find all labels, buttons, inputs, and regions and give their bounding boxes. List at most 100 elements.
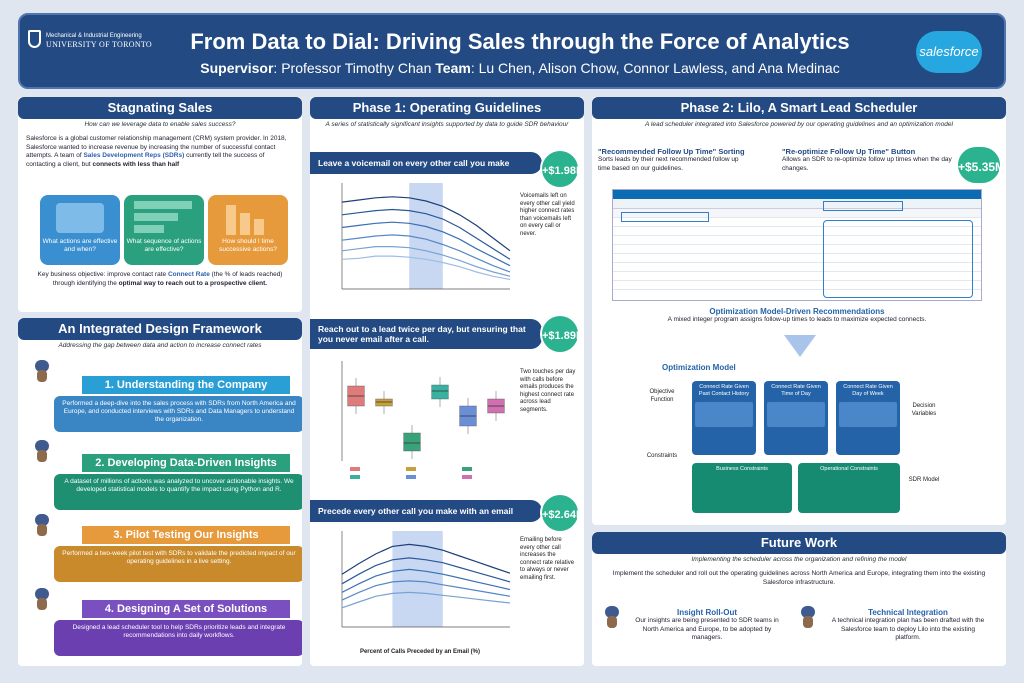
integration-text: A technical integration plan has been dr… — [831, 617, 985, 641]
intro-part1: Salesforce is a global customer relation… — [26, 135, 287, 159]
guideline-3-note: Emailing before every other call increas… — [520, 537, 575, 581]
objective-box-inner — [767, 402, 825, 427]
step-3-title: 3. Pilot Testing Our Insights — [82, 526, 290, 544]
series-line — [341, 208, 511, 260]
button-callout — [823, 201, 903, 211]
guideline-1-heading: Leave a voicemail on every other call yo… — [310, 152, 542, 174]
touches-boxplot — [341, 361, 505, 479]
intro-bold: connects with less than half — [92, 160, 180, 168]
team-names: : Lu Chen, Alison Chow, Connor Lawless, … — [470, 60, 840, 76]
guideline-3-heading: Precede every other call you make with a… — [310, 500, 542, 522]
opt-text: A mixed integer program assigns follow-u… — [667, 316, 927, 323]
objective-part2: (the % of leads reached) through identif… — [52, 271, 283, 287]
title-banner — [18, 13, 1006, 89]
future-intro: Implement the scheduler and roll out the… — [612, 570, 986, 586]
step-4-title: 4. Designing A Set of Solutions — [82, 600, 290, 618]
question-card-sequence: What sequence of actions are effective? — [124, 195, 204, 265]
box — [431, 384, 449, 400]
table-row[interactable] — [613, 281, 981, 290]
phase1-panel: Phase 1: Operating Guidelines A series o… — [310, 97, 584, 666]
series-line — [341, 234, 511, 273]
guideline-1-note: Voicemails left on every other call yiel… — [520, 193, 575, 237]
screenshot-toolbar — [613, 199, 981, 209]
constraint-box-2: Operational Constraints — [798, 463, 900, 513]
step-1-title: 1. Understanding the Company — [82, 376, 290, 394]
model-title: Optimization Model — [662, 363, 736, 372]
bars-icon — [134, 213, 178, 221]
guideline-2-note: Two touches per day with calls before em… — [520, 369, 576, 413]
section-subtitle: Implementing the scheduler across the or… — [691, 556, 907, 563]
constraint-label: Operational Constraints — [820, 466, 878, 472]
future-work-panel: Future Work Implementing the scheduler a… — [592, 532, 1006, 666]
sort-callout — [621, 212, 709, 222]
stagnating-sales-panel: Stagnating Sales How can we leverage dat… — [18, 97, 302, 312]
objective-bold: optimal way to reach out to a prospectiv… — [118, 279, 268, 287]
mascot-icon — [32, 514, 52, 536]
box — [403, 432, 421, 452]
feature-sort-title: "Recommended Follow Up Time" Sorting — [598, 147, 745, 156]
feature-reoptimize-text: Allows an SDR to re-optimize follow up t… — [782, 156, 952, 172]
series-line — [341, 196, 511, 252]
table-row[interactable] — [613, 272, 981, 281]
opt-title: Optimization Model-Driven Recommendation… — [709, 307, 885, 316]
objective-box-2: Connect Rate Given Time of Day — [764, 381, 828, 455]
screenshot-table — [613, 209, 981, 290]
guideline-3-amount: +$2.64M — [540, 493, 584, 533]
mascot-icon — [602, 606, 622, 628]
objective-part1: Key business objective: improve contact … — [37, 271, 167, 278]
sdr-link[interactable]: Sales Development Reps (SDRs) — [83, 152, 185, 159]
section-subtitle: How can we leverage data to enable sales… — [84, 121, 236, 128]
card-label: What sequence of actions are effective? — [126, 238, 202, 253]
feature-reoptimize-title: "Re-optimize Follow Up Time" Button — [782, 147, 916, 156]
legend-swatch — [350, 475, 360, 479]
table-row[interactable] — [613, 254, 981, 263]
rollout-title: Insight Roll-Out — [677, 608, 737, 617]
legend-swatch — [462, 467, 472, 471]
lilo-screenshot — [612, 189, 982, 301]
objective-text: Key business objective: improve contact … — [26, 271, 294, 288]
histogram-icon — [254, 219, 264, 235]
card-label: How should I time successive actions? — [219, 238, 277, 253]
table-row[interactable] — [613, 218, 981, 227]
bars-icon — [134, 225, 164, 233]
section-title: Phase 2: Lilo, A Smart Lead Scheduler — [592, 97, 1006, 119]
sdr-model-label: SDR Model — [908, 477, 940, 483]
table-row[interactable] — [613, 227, 981, 236]
screenshot-topbar — [613, 190, 981, 199]
guideline-2-heading: Reach out to a lead twice per day, but e… — [310, 319, 542, 349]
team-label: Team — [435, 60, 471, 76]
email-chart — [341, 531, 511, 628]
table-row[interactable] — [613, 236, 981, 245]
integration-title: Technical Integration — [868, 608, 948, 617]
down-arrow-icon — [784, 335, 816, 357]
guideline-1-amount: +$1.98M — [540, 149, 584, 189]
step-1-text: Performed a deep-dive into the sales pro… — [54, 396, 302, 432]
section-title: An Integrated Design Framework — [18, 318, 302, 340]
objective-box-inner — [839, 402, 897, 427]
poster-title: From Data to Dial: Driving Sales through… — [190, 29, 850, 54]
mascot-icon — [798, 606, 818, 628]
section-subtitle: A lead scheduler integrated into Salesfo… — [645, 121, 953, 128]
step-4-text: Designed a lead scheduler tool to help S… — [54, 620, 302, 656]
step-2-title: 2. Developing Data-Driven Insights — [82, 454, 290, 472]
step-3-text: Performed a two-week pilot test with SDR… — [54, 546, 302, 582]
technical-integration: Technical Integration A technical integr… — [828, 608, 988, 643]
mascot-icon — [32, 360, 52, 382]
table-row[interactable] — [613, 263, 981, 272]
series-line — [341, 580, 511, 601]
phase2-panel: Phase 2: Lilo, A Smart Lead Scheduler A … — [592, 97, 1006, 525]
objective-box-label: Connect Rate Given Past Contact History — [698, 384, 750, 397]
table-row[interactable] — [613, 245, 981, 254]
histogram-icon — [226, 205, 236, 235]
question-card-timing: How should I time successive actions? — [208, 195, 288, 265]
department-name: Mechanical & Industrial Engineering — [46, 33, 142, 39]
connect-rate-link[interactable]: Connect Rate — [167, 271, 210, 278]
section-title: Stagnating Sales — [18, 97, 302, 119]
legend-swatch — [350, 467, 360, 471]
card-label: What actions are effective and when? — [42, 238, 118, 253]
university-name: UNIVERSITY OF TORONTO — [46, 40, 153, 49]
highlight-band — [392, 531, 443, 627]
supervisor-name: : Professor Timothy Chan — [273, 60, 432, 76]
table-row[interactable] — [613, 209, 981, 218]
series-line — [341, 557, 511, 585]
